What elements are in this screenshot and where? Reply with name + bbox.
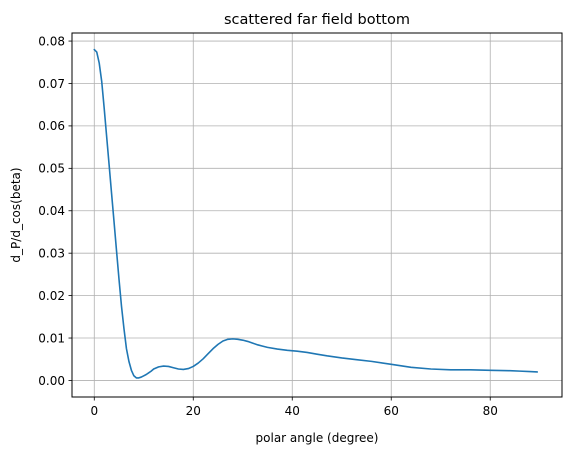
plot-area xyxy=(93,48,539,379)
y-tick-label: 0.02 xyxy=(38,289,65,303)
y-tick-label: 0.06 xyxy=(38,119,65,133)
y-tick-label: 0.01 xyxy=(38,331,65,345)
y-tick-label: 0.00 xyxy=(38,374,65,388)
y-tick-label: 0.04 xyxy=(38,204,65,218)
y-tick-label: 0.03 xyxy=(38,246,65,260)
y-axis-label: d_P/d_cos(beta) xyxy=(9,167,23,262)
x-tick-label: 20 xyxy=(186,404,201,418)
axis-ticks: 0 20 40 60 80 0.00 0.01 0.02 0.03 0.04 0.05 0.06 0.0… xyxy=(38,34,498,418)
y-tick-label: 0.05 xyxy=(38,162,65,176)
x-tick-label: 80 xyxy=(483,404,498,418)
x-axis-label: polar angle (degree) xyxy=(256,431,379,445)
y-tick-label: 0.07 xyxy=(38,77,65,91)
chart-title: scattered far field bottom xyxy=(224,12,410,28)
plot-frame xyxy=(71,32,563,398)
x-tick-label: 40 xyxy=(285,404,300,418)
series-line xyxy=(93,48,539,379)
grid xyxy=(72,33,562,397)
x-tick-label: 60 xyxy=(384,404,399,418)
y-tick-label: 0.08 xyxy=(38,34,65,48)
x-tick-label: 0 xyxy=(90,404,98,418)
